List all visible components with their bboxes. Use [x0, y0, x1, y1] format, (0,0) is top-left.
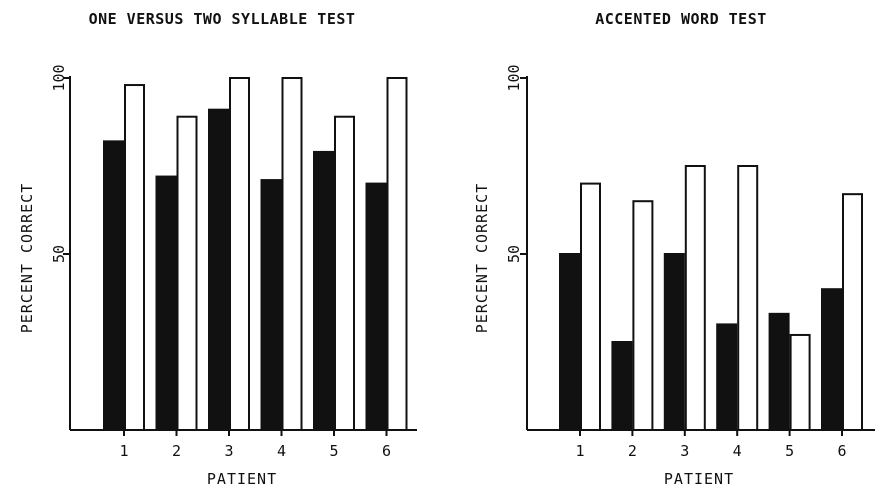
x-tick-label-left-4: 4	[277, 442, 286, 460]
x-tick-label-right-4: 4	[733, 442, 742, 460]
bar-right-series1-patient-1	[559, 253, 580, 431]
x-tick-label-right-1: 1	[575, 442, 584, 460]
bar-right-series2-patient-4	[737, 165, 759, 431]
bar-left-series1-patient-5	[313, 150, 334, 431]
chart-marks-right: 1 2 3 4 5 6	[520, 76, 875, 460]
chart-panel-left: ONE VERSUS TWO SYLLABLE TEST PERCENT COR…	[18, 10, 417, 488]
x-axis-label-right: PATIENT	[664, 470, 734, 488]
bar-left-series2-patient-1	[124, 84, 145, 431]
bar-left-series1-patient-6	[365, 182, 387, 431]
x-tick-label-right-2: 2	[628, 442, 637, 460]
bar-left-series1-patient-2	[155, 175, 177, 431]
bar-right-series2-patient-5	[789, 333, 811, 431]
x-tick-label-right-5: 5	[785, 442, 794, 460]
chart-title-right: ACCENTED WORD TEST	[595, 10, 767, 28]
y-tick-label-right-100: 100	[505, 64, 523, 91]
bar-right-series2-patient-6	[842, 193, 863, 431]
bar-left-series1-patient-1	[103, 140, 124, 432]
bar-left-series2-patient-6	[386, 77, 408, 431]
bar-left-series2-patient-2	[176, 115, 198, 431]
bar-right-series2-patient-3	[684, 165, 706, 431]
bar-left-series1-patient-3	[208, 108, 229, 432]
y-tick-label-left-50: 50	[50, 245, 68, 263]
x-tick-label-left-3: 3	[224, 442, 233, 460]
y-axis-label-right: PERCENT CORRECT	[473, 183, 491, 333]
x-tick-label-left-1: 1	[119, 442, 128, 460]
bar-right-series2-patient-1	[580, 182, 601, 431]
bar-right-series1-patient-4	[716, 323, 738, 431]
bar-right-series1-patient-3	[663, 253, 685, 431]
x-tick-label-right-6: 6	[837, 442, 846, 460]
x-tick-label-left-5: 5	[329, 442, 338, 460]
chart-panel-right: ACCENTED WORD TEST PERCENT CORRECT PATIE…	[473, 10, 875, 488]
y-axis-label-left: PERCENT CORRECT	[18, 183, 36, 333]
x-tick-label-left-2: 2	[172, 442, 181, 460]
bar-left-series2-patient-4	[281, 77, 303, 431]
chart-title-left: ONE VERSUS TWO SYLLABLE TEST	[89, 10, 356, 28]
bar-right-series2-patient-2	[632, 200, 654, 431]
bar-right-series1-patient-6	[821, 288, 842, 432]
y-tick-label-left-100: 100	[50, 64, 68, 91]
bar-left-series2-patient-5	[334, 115, 355, 431]
bar-left-series2-patient-3	[229, 77, 250, 431]
y-tick-label-right-50: 50	[505, 245, 523, 263]
x-tick-label-left-6: 6	[382, 442, 391, 460]
bar-left-series1-patient-4	[260, 179, 282, 431]
bar-right-series1-patient-5	[768, 312, 790, 431]
x-axis-label-left: PATIENT	[207, 470, 277, 488]
x-tick-label-right-3: 3	[680, 442, 689, 460]
chart-marks-left: 1 2 3 4 5 6	[63, 76, 417, 460]
bar-right-series1-patient-2	[611, 341, 633, 431]
